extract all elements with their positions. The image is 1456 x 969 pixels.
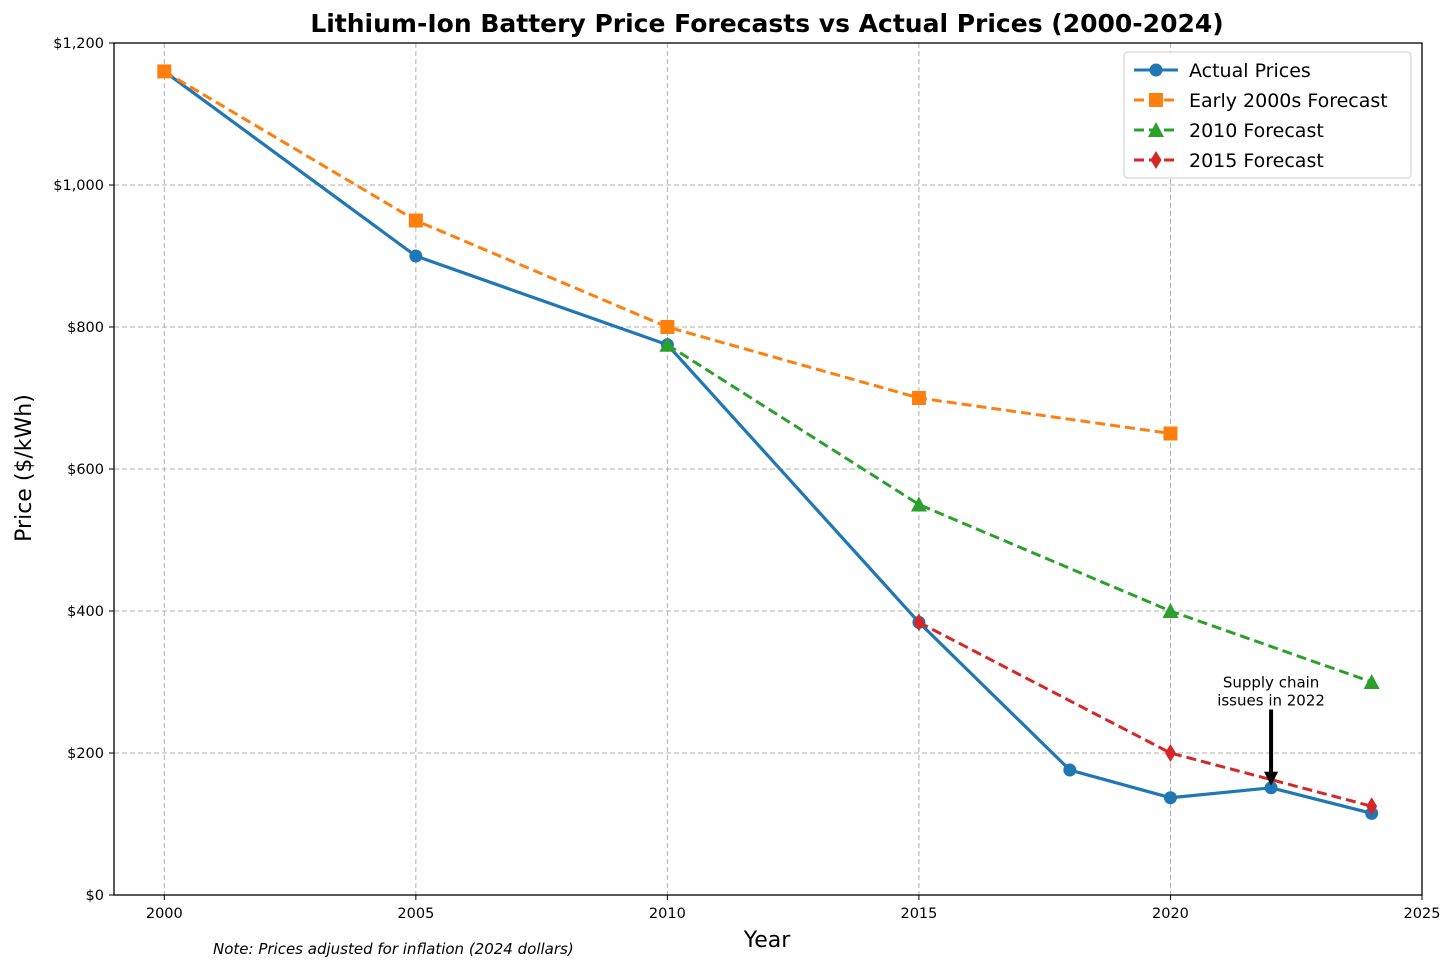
data-point xyxy=(1163,426,1178,441)
y-tick-label: $400 xyxy=(67,604,104,620)
series-line xyxy=(918,621,1373,808)
y-tick-label: $0 xyxy=(86,888,104,904)
data-point xyxy=(1366,797,1378,816)
data-point xyxy=(1162,603,1179,618)
legend-label: 2010 Forecast xyxy=(1189,120,1324,142)
y-tick-label: $600 xyxy=(67,462,104,478)
legend: Actual Prices Early 2000s Forecast 2010 Fo… xyxy=(1123,51,1412,179)
data-point xyxy=(409,249,423,263)
series-2015-forecast xyxy=(913,613,1378,816)
data-point xyxy=(913,613,925,632)
legend-box xyxy=(1123,51,1412,179)
data-point xyxy=(1063,763,1077,777)
x-tick-label: 2015 xyxy=(900,906,937,922)
x-tick-label: 2025 xyxy=(1404,906,1441,922)
data-point xyxy=(1150,151,1162,169)
y-axis: $0 $200 $400 $600 $800 $1,000 $1,200 xyxy=(53,36,114,904)
data-point xyxy=(1148,122,1164,137)
data-point xyxy=(660,320,675,334)
data-point xyxy=(1149,93,1163,107)
annotation-arrow-head xyxy=(1264,771,1279,786)
legend-label: Early 2000s Forecast xyxy=(1189,90,1388,112)
data-point xyxy=(1363,674,1380,689)
data-point xyxy=(659,336,676,352)
data-point xyxy=(408,213,423,228)
data-point xyxy=(1149,63,1163,77)
data-point xyxy=(910,496,927,512)
legend-label: Actual Prices xyxy=(1189,60,1311,82)
x-tick-label: 2020 xyxy=(1152,906,1189,922)
y-tick-label: $800 xyxy=(67,320,104,336)
legend-label: 2015 Forecast xyxy=(1189,150,1324,172)
x-tick-label: 2000 xyxy=(146,906,183,922)
y-axis-label: Price ($/kWh) xyxy=(12,394,37,542)
y-tick-label: $1,200 xyxy=(53,36,104,52)
x-axis-label: Year xyxy=(743,928,792,953)
data-point xyxy=(1163,791,1177,805)
series-early-2000s-forecast xyxy=(157,64,1178,441)
data-point xyxy=(157,64,172,79)
annotation-text: issues in 2022 xyxy=(1217,692,1325,710)
x-axis: 2000 2005 2010 2015 2020 2025 xyxy=(146,895,1441,922)
annotation-text: Supply chain xyxy=(1223,674,1320,692)
y-tick-label: $200 xyxy=(67,746,104,762)
inflation-note: Note: Prices adjusted for inflation (202… xyxy=(213,940,574,958)
series-2010-forecast xyxy=(659,336,1380,689)
chart-title: Lithium-Ion Battery Price Forecasts vs A… xyxy=(310,9,1223,38)
series-line xyxy=(163,70,1373,815)
series-line xyxy=(666,343,1373,684)
x-tick-label: 2010 xyxy=(649,906,686,922)
data-point xyxy=(911,391,926,405)
x-tick-label: 2005 xyxy=(397,906,434,922)
data-point xyxy=(1264,781,1278,795)
y-tick-label: $1,000 xyxy=(53,178,104,194)
data-point xyxy=(1164,744,1176,762)
